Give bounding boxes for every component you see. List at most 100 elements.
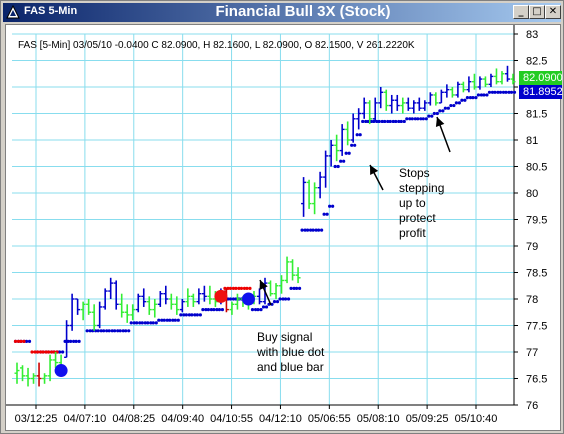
stop-dot <box>421 117 425 121</box>
stop-dot <box>176 318 180 322</box>
stop-dot <box>347 151 351 155</box>
title-bar[interactable]: FAS 5-Min Financial Bull 3X (Stock) _ □ … <box>3 3 561 22</box>
y-tick-label: 78 <box>526 294 538 306</box>
stop-dot <box>413 117 417 121</box>
stop-dot <box>419 117 423 121</box>
stop-dot <box>361 119 365 124</box>
stop-dot <box>157 318 161 322</box>
y-tick-label: 80 <box>526 188 538 200</box>
ohlc-bar <box>273 283 279 299</box>
arrow-head <box>435 117 445 128</box>
ohlc-bar <box>438 89 444 104</box>
stop-dot <box>121 329 125 333</box>
price-chart[interactable]: 8382.58281.58180.58079.57978.57877.57776… <box>6 25 562 432</box>
stop-dot <box>151 321 155 325</box>
stop-dot <box>476 93 481 97</box>
stop-dot <box>380 119 384 124</box>
stops-annotation: Stops stepping up to protect profit <box>399 166 444 241</box>
stop-dot <box>209 308 213 312</box>
stop-dot <box>231 297 236 301</box>
ohlc-bar <box>295 267 301 284</box>
x-tick-label: 03/12:25 <box>15 413 58 425</box>
red-stop-dot <box>248 286 252 290</box>
stop-dot <box>129 321 133 325</box>
red-stop-dot <box>49 350 54 354</box>
stop-dot <box>69 339 73 343</box>
red-stop-dot <box>30 350 34 354</box>
stop-dot <box>102 329 106 333</box>
red-stop-dot <box>242 286 247 290</box>
stop-dot <box>394 119 398 124</box>
y-tick-label: 79.5 <box>526 215 547 227</box>
y-tick-label: 79 <box>526 241 538 253</box>
stop-dot <box>308 228 313 232</box>
ohlc-bar <box>130 304 136 321</box>
stop-dot <box>457 101 461 105</box>
ohlc-bar <box>306 179 312 209</box>
stop-dot <box>127 329 131 333</box>
ohlc-bar <box>234 293 240 310</box>
ohlc-bar <box>42 373 48 384</box>
stop-dot <box>317 228 321 232</box>
stop-dot <box>272 300 277 304</box>
ohlc-bar <box>196 288 202 305</box>
ohlc-bar <box>378 87 384 109</box>
stop-dot <box>430 114 434 118</box>
y-tick-label: 78.5 <box>526 268 547 280</box>
stop-dot <box>498 90 503 94</box>
ohlc-bar <box>146 296 152 315</box>
stop-dot <box>386 119 390 124</box>
arrow-head <box>259 280 268 291</box>
ohlc-bar <box>102 288 108 310</box>
stop-dot <box>463 98 467 102</box>
ohlc-bar <box>185 288 191 307</box>
ohlc-bar <box>328 140 334 167</box>
ohlc-bar <box>279 275 285 294</box>
stop-dot <box>460 98 464 102</box>
x-axis: 03/12:25 04/07:10 04/08:25 04/09:40 04/10:55… <box>15 405 497 425</box>
ohlc-bar <box>201 285 207 302</box>
stop-dot <box>74 339 78 343</box>
last-price-badge: 82.0900 <box>519 71 563 85</box>
stop-dot <box>140 321 144 325</box>
y-axis: 8382.58281.58180.58079.57978.57877.57776… <box>514 29 547 412</box>
stop-dot <box>88 329 92 333</box>
chart-area[interactable]: 8382.58281.58180.58079.57978.57877.57776… <box>5 24 563 432</box>
stop-dots <box>13 90 517 354</box>
stop-dot <box>328 204 332 208</box>
stop-dot <box>24 339 29 343</box>
stop-dot <box>416 117 420 121</box>
stop-dot <box>113 329 117 333</box>
stop-dot <box>496 90 500 94</box>
ohlc-bar <box>190 293 196 307</box>
close-button[interactable]: ✕ <box>545 5 561 19</box>
red-stop-dot <box>38 350 43 354</box>
stop-dot <box>377 119 381 124</box>
ohlc-bar <box>301 177 307 217</box>
stop-dot <box>270 302 274 306</box>
ohlc-bar <box>416 97 422 111</box>
red-stop-dot <box>234 286 238 290</box>
maximize-button[interactable]: □ <box>529 5 545 19</box>
annotation-line: protect <box>399 211 436 225</box>
ohlc-bar <box>141 288 147 307</box>
stop-dot <box>342 159 346 163</box>
ohlc-bar <box>80 301 86 321</box>
stop-dot <box>201 308 205 312</box>
x-tick-label: 04/12:10 <box>259 413 302 425</box>
red-stop-dot <box>16 339 21 343</box>
ohlc-bar <box>64 320 70 358</box>
ohlc-bar <box>157 291 163 307</box>
ohlc-bar <box>47 354 53 382</box>
red-stop-dot <box>231 286 236 290</box>
red-stop-dot <box>33 350 37 354</box>
stop-dot <box>182 313 186 317</box>
stop-dot <box>107 329 111 333</box>
stop-dot <box>465 96 470 100</box>
annotation-arrows <box>259 116 451 306</box>
minimize-button[interactable]: _ <box>513 5 529 19</box>
buy-signal-dot <box>241 292 255 306</box>
ohlc-bar <box>455 81 461 98</box>
ohlc-bar <box>163 285 169 305</box>
y-tick-label: 77 <box>526 347 538 359</box>
